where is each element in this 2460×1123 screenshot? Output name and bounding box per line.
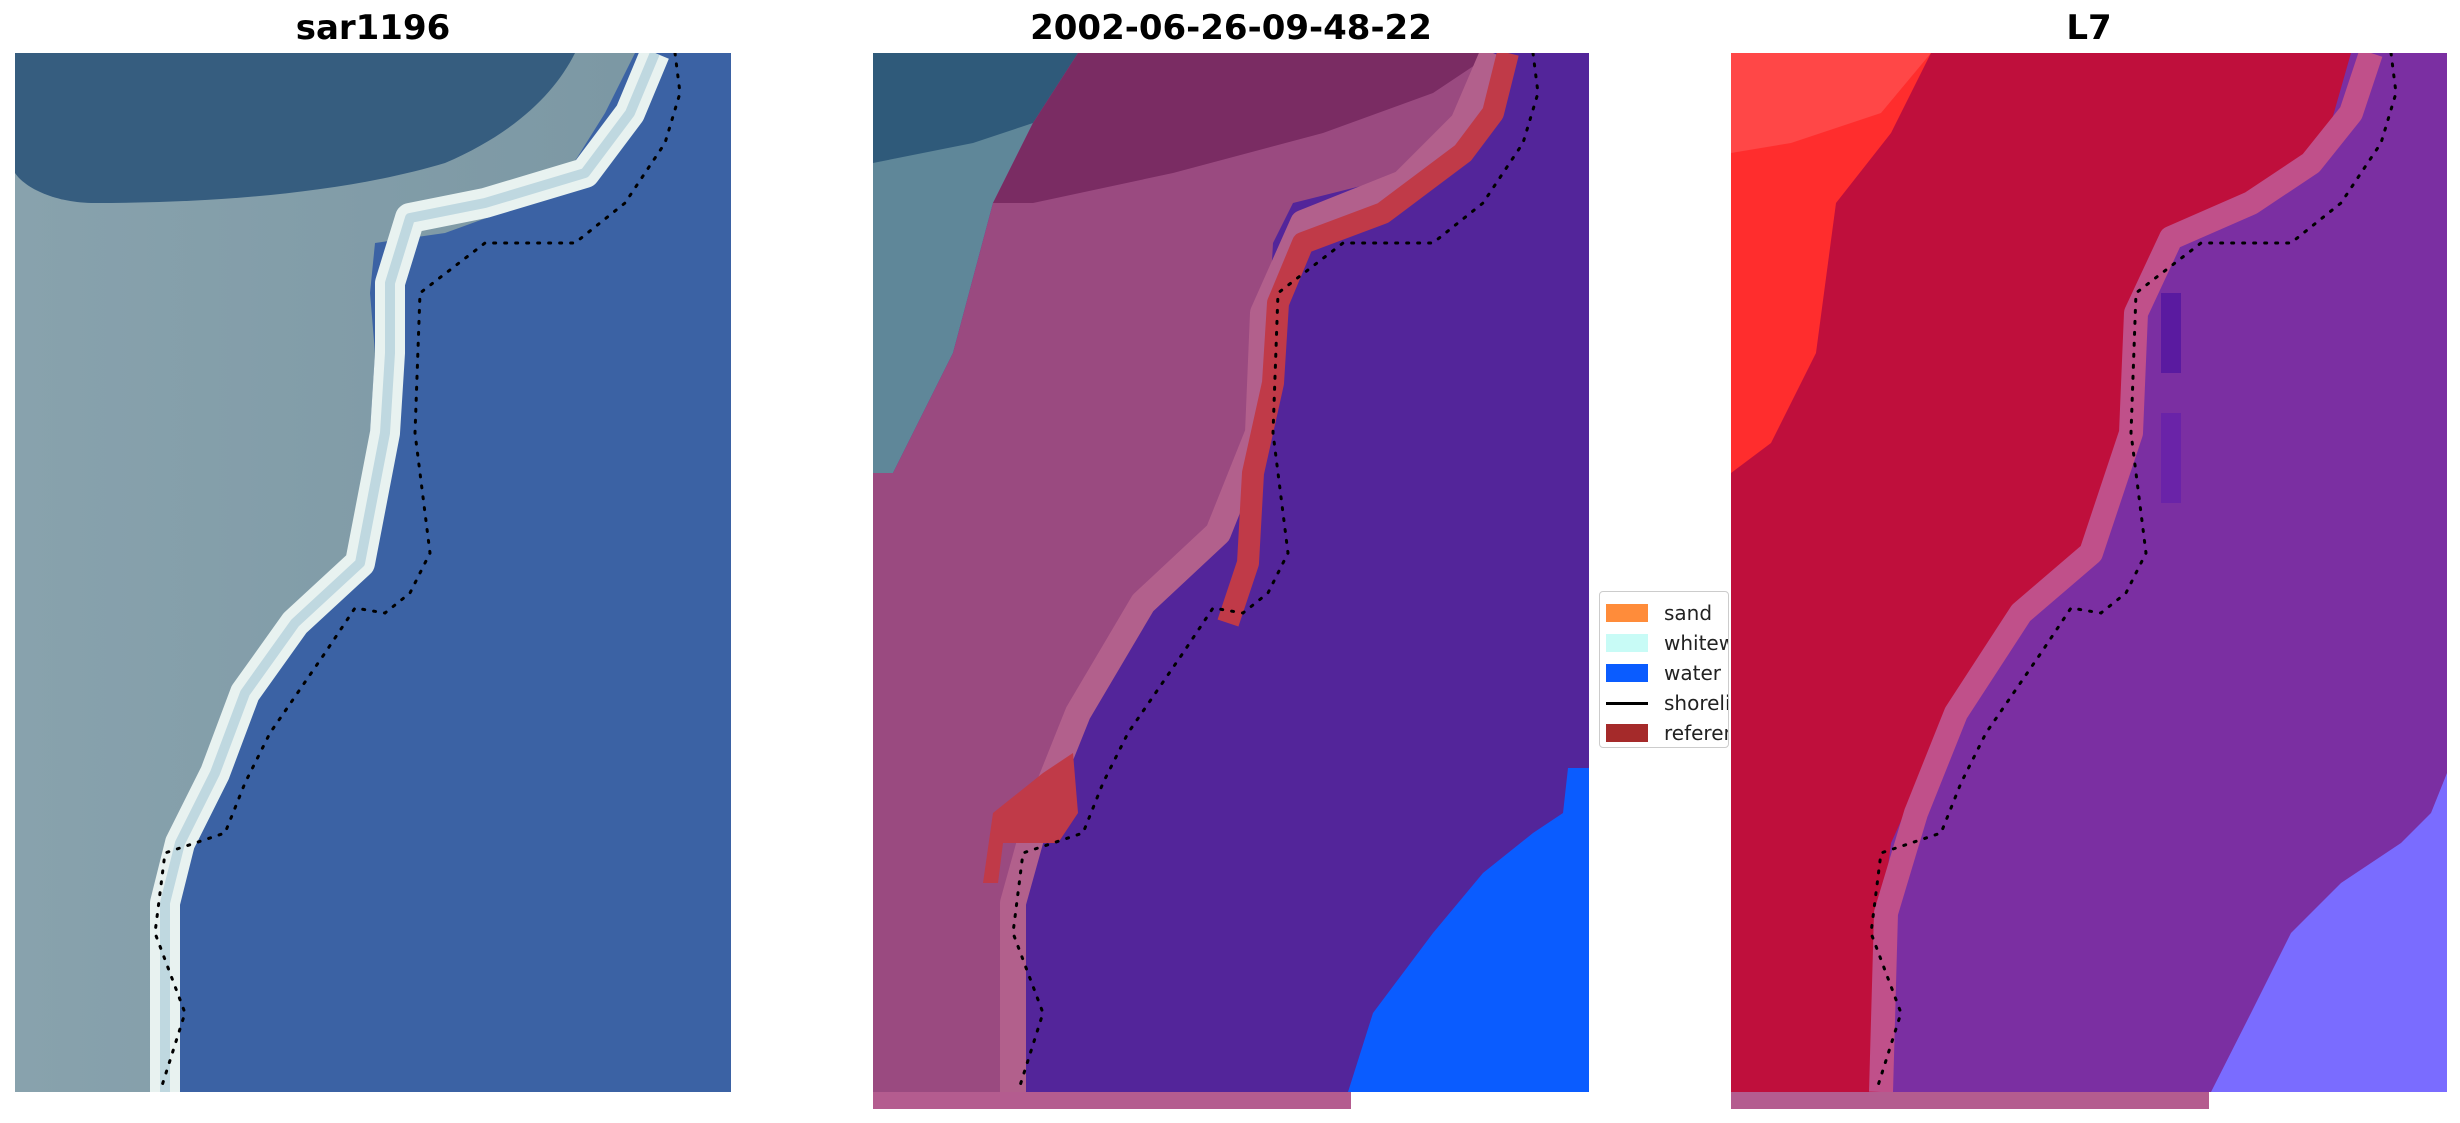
- legend-item-shoreline: shoreline: [1606, 690, 1728, 716]
- panel-title-l7: L7: [2066, 8, 2112, 48]
- legend-label: sand: [1664, 601, 1713, 625]
- panel-title-rgb: sar1196: [295, 8, 451, 48]
- water-swatch: [1606, 664, 1648, 682]
- legend-item-water: water: [1606, 660, 1721, 686]
- legend-item-reference-shoreline: reference shoreline: [1606, 720, 1728, 746]
- legend-item-sand: sand: [1606, 600, 1712, 626]
- rgb-satellite-image: [15, 53, 731, 1092]
- panel-title-classification: 2002-06-26-09-48-22: [1030, 8, 1432, 48]
- legend-label: reference shoreline: [1664, 721, 1728, 745]
- reference-shoreline-swatch: [1606, 724, 1648, 742]
- panel-2-colorbar-strip: [873, 1092, 1351, 1109]
- l7-class-map-image: [1731, 53, 2447, 1092]
- legend-label: water: [1664, 661, 1721, 685]
- sand-swatch: [1606, 604, 1648, 622]
- whitewater-swatch: [1606, 634, 1648, 652]
- classification-overlay-image: [873, 53, 1589, 1092]
- shoreline-line-swatch: [1606, 701, 1648, 705]
- legend-label: shoreline: [1664, 691, 1728, 715]
- panel-3-colorbar-strip: [1731, 1092, 2209, 1109]
